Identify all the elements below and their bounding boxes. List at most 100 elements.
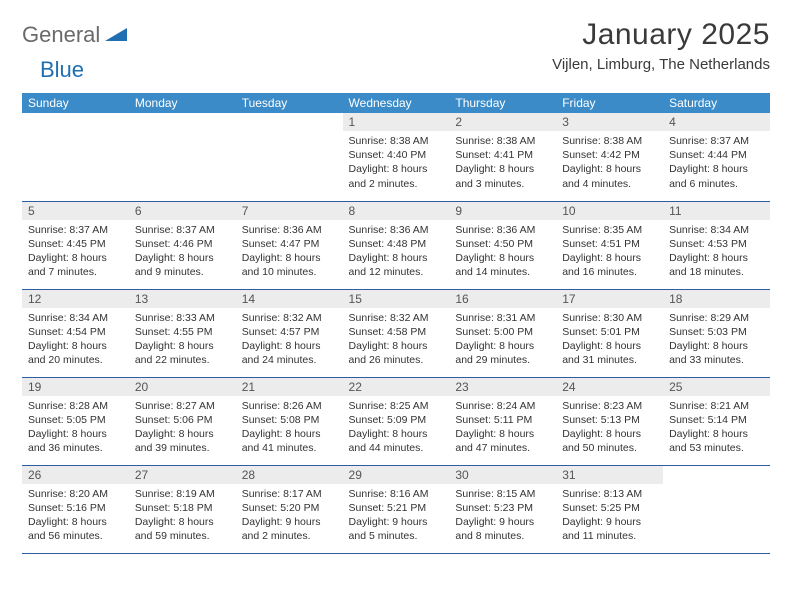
day-day2: and 29 minutes. xyxy=(455,353,550,367)
day-sunrise: Sunrise: 8:29 AM xyxy=(669,311,764,325)
day-details: Sunrise: 8:33 AMSunset: 4:55 PMDaylight:… xyxy=(129,308,236,372)
day-day2: and 44 minutes. xyxy=(349,441,444,455)
day-sunrise: Sunrise: 8:20 AM xyxy=(28,487,123,501)
day-day2: and 18 minutes. xyxy=(669,265,764,279)
day-sunrise: Sunrise: 8:25 AM xyxy=(349,399,444,413)
location: Vijlen, Limburg, The Netherlands xyxy=(552,56,770,73)
day-sunset: Sunset: 5:08 PM xyxy=(242,413,337,427)
day-number: 21 xyxy=(236,378,343,396)
day-sunset: Sunset: 5:01 PM xyxy=(562,325,657,339)
day-sunrise: Sunrise: 8:28 AM xyxy=(28,399,123,413)
day-sunrise: Sunrise: 8:38 AM xyxy=(562,134,657,148)
weekday-header: Thursday xyxy=(449,93,556,113)
day-details: Sunrise: 8:36 AMSunset: 4:47 PMDaylight:… xyxy=(236,220,343,284)
day-sunset: Sunset: 5:05 PM xyxy=(28,413,123,427)
day-day2: and 53 minutes. xyxy=(669,441,764,455)
day-sunrise: Sunrise: 8:21 AM xyxy=(669,399,764,413)
day-cell: 4Sunrise: 8:37 AMSunset: 4:44 PMDaylight… xyxy=(663,113,770,201)
day-day2: and 10 minutes. xyxy=(242,265,337,279)
day-day1: Daylight: 8 hours xyxy=(455,427,550,441)
day-details: Sunrise: 8:37 AMSunset: 4:44 PMDaylight:… xyxy=(663,131,770,195)
month-title: January 2025 xyxy=(552,18,770,52)
day-day2: and 24 minutes. xyxy=(242,353,337,367)
logo-triangle-icon xyxy=(105,25,127,46)
day-sunrise: Sunrise: 8:24 AM xyxy=(455,399,550,413)
day-sunrise: Sunrise: 8:35 AM xyxy=(562,223,657,237)
weekday-header: Saturday xyxy=(663,93,770,113)
day-day1: Daylight: 8 hours xyxy=(349,427,444,441)
day-sunset: Sunset: 4:53 PM xyxy=(669,237,764,251)
day-details: Sunrise: 8:19 AMSunset: 5:18 PMDaylight:… xyxy=(129,484,236,548)
day-day1: Daylight: 8 hours xyxy=(242,251,337,265)
day-number: 22 xyxy=(343,378,450,396)
day-cell: 28Sunrise: 8:17 AMSunset: 5:20 PMDayligh… xyxy=(236,465,343,553)
day-cell: 10Sunrise: 8:35 AMSunset: 4:51 PMDayligh… xyxy=(556,201,663,289)
day-sunset: Sunset: 5:06 PM xyxy=(135,413,230,427)
day-day1: Daylight: 8 hours xyxy=(562,339,657,353)
day-sunset: Sunset: 5:25 PM xyxy=(562,501,657,515)
day-number: 10 xyxy=(556,202,663,220)
day-number: 6 xyxy=(129,202,236,220)
day-sunset: Sunset: 4:55 PM xyxy=(135,325,230,339)
day-number: 16 xyxy=(449,290,556,308)
day-cell: 18Sunrise: 8:29 AMSunset: 5:03 PMDayligh… xyxy=(663,289,770,377)
weekday-header: Monday xyxy=(129,93,236,113)
day-sunset: Sunset: 4:46 PM xyxy=(135,237,230,251)
day-details: Sunrise: 8:17 AMSunset: 5:20 PMDaylight:… xyxy=(236,484,343,548)
day-day2: and 31 minutes. xyxy=(562,353,657,367)
day-number: 1 xyxy=(343,113,450,131)
day-cell: 7Sunrise: 8:36 AMSunset: 4:47 PMDaylight… xyxy=(236,201,343,289)
day-sunset: Sunset: 4:58 PM xyxy=(349,325,444,339)
day-sunset: Sunset: 5:11 PM xyxy=(455,413,550,427)
day-cell: 25Sunrise: 8:21 AMSunset: 5:14 PMDayligh… xyxy=(663,377,770,465)
day-cell: 8Sunrise: 8:36 AMSunset: 4:48 PMDaylight… xyxy=(343,201,450,289)
day-day2: and 7 minutes. xyxy=(28,265,123,279)
day-day2: and 39 minutes. xyxy=(135,441,230,455)
day-sunrise: Sunrise: 8:38 AM xyxy=(349,134,444,148)
day-sunrise: Sunrise: 8:23 AM xyxy=(562,399,657,413)
weekday-header: Sunday xyxy=(22,93,129,113)
day-sunset: Sunset: 4:41 PM xyxy=(455,148,550,162)
day-number: 24 xyxy=(556,378,663,396)
logo-text-blue: Blue xyxy=(40,57,84,82)
day-details: Sunrise: 8:37 AMSunset: 4:45 PMDaylight:… xyxy=(22,220,129,284)
day-day1: Daylight: 9 hours xyxy=(349,515,444,529)
day-details: Sunrise: 8:38 AMSunset: 4:40 PMDaylight:… xyxy=(343,131,450,195)
day-day1: Daylight: 8 hours xyxy=(349,339,444,353)
day-sunset: Sunset: 4:54 PM xyxy=(28,325,123,339)
day-number: 26 xyxy=(22,466,129,484)
day-cell: 11Sunrise: 8:34 AMSunset: 4:53 PMDayligh… xyxy=(663,201,770,289)
day-day2: and 6 minutes. xyxy=(669,177,764,191)
day-number: 23 xyxy=(449,378,556,396)
day-day1: Daylight: 8 hours xyxy=(669,339,764,353)
day-day1: Daylight: 8 hours xyxy=(135,251,230,265)
day-details: Sunrise: 8:26 AMSunset: 5:08 PMDaylight:… xyxy=(236,396,343,460)
day-details: Sunrise: 8:29 AMSunset: 5:03 PMDaylight:… xyxy=(663,308,770,372)
day-sunset: Sunset: 4:40 PM xyxy=(349,148,444,162)
day-cell: 29Sunrise: 8:16 AMSunset: 5:21 PMDayligh… xyxy=(343,465,450,553)
day-sunset: Sunset: 5:16 PM xyxy=(28,501,123,515)
day-sunrise: Sunrise: 8:38 AM xyxy=(455,134,550,148)
day-details: Sunrise: 8:15 AMSunset: 5:23 PMDaylight:… xyxy=(449,484,556,548)
day-day2: and 26 minutes. xyxy=(349,353,444,367)
day-day1: Daylight: 8 hours xyxy=(562,162,657,176)
day-number: 29 xyxy=(343,466,450,484)
day-cell: 17Sunrise: 8:30 AMSunset: 5:01 PMDayligh… xyxy=(556,289,663,377)
day-details: Sunrise: 8:32 AMSunset: 4:57 PMDaylight:… xyxy=(236,308,343,372)
day-sunrise: Sunrise: 8:17 AM xyxy=(242,487,337,501)
day-cell: 20Sunrise: 8:27 AMSunset: 5:06 PMDayligh… xyxy=(129,377,236,465)
day-day1: Daylight: 8 hours xyxy=(28,515,123,529)
day-details: Sunrise: 8:35 AMSunset: 4:51 PMDaylight:… xyxy=(556,220,663,284)
day-day2: and 2 minutes. xyxy=(349,177,444,191)
day-cell: 26 Sunrise: 8:20 AMSunset: 5:16 PMDayligh… xyxy=(22,465,129,553)
day-day1: Daylight: 8 hours xyxy=(28,339,123,353)
day-day2: and 16 minutes. xyxy=(562,265,657,279)
day-details: Sunrise: 8:25 AMSunset: 5:09 PMDaylight:… xyxy=(343,396,450,460)
day-number: 8 xyxy=(343,202,450,220)
day-sunrise: Sunrise: 8:27 AM xyxy=(135,399,230,413)
day-cell xyxy=(236,113,343,201)
day-day1: Daylight: 8 hours xyxy=(349,251,444,265)
day-cell: 9Sunrise: 8:36 AMSunset: 4:50 PMDaylight… xyxy=(449,201,556,289)
day-number: 3 xyxy=(556,113,663,131)
day-number: 25 xyxy=(663,378,770,396)
